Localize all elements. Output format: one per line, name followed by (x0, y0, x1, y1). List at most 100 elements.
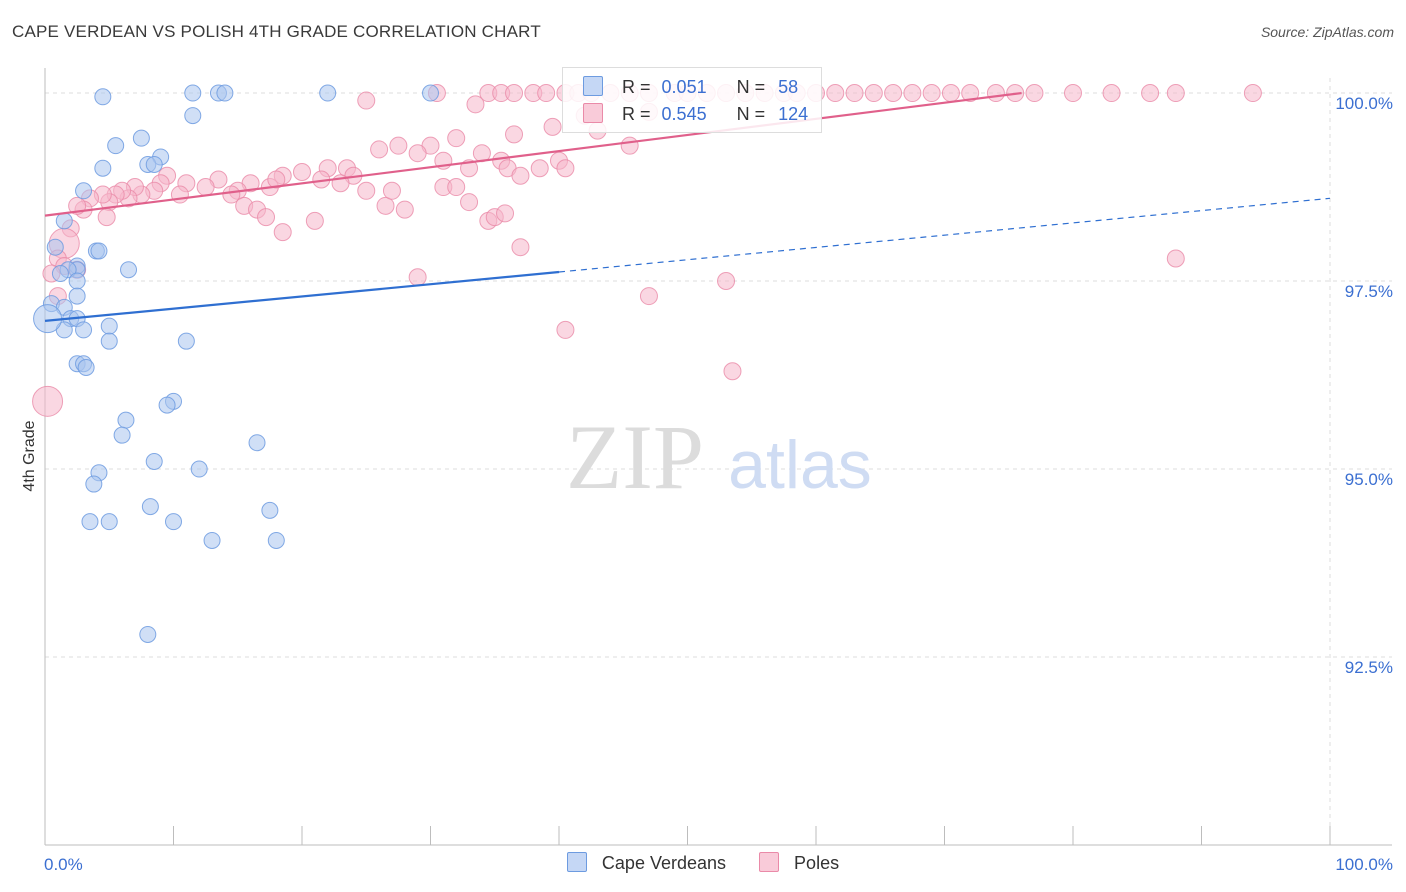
tick-labels: 92.5% 95.0% 97.5% 100.0% 0.0% 100.0% (44, 94, 1393, 874)
poles-point (267, 170, 286, 189)
legend-n-value: 58 (778, 77, 799, 97)
poles-point (395, 200, 414, 219)
cape-verdeans-point (100, 317, 118, 335)
y-axis-label: 4th Grade (21, 420, 38, 492)
poles-point (864, 84, 883, 103)
cape-verdeans-point (117, 411, 135, 429)
poles-point (1064, 84, 1082, 103)
cape-verdeans-point (55, 212, 73, 230)
cape-verdeans-point (75, 182, 93, 200)
poles-point (845, 84, 864, 103)
legend-swatch-blue (583, 76, 603, 96)
watermark-zip: ZIP (566, 406, 704, 508)
poles-point (1141, 84, 1160, 103)
watermark-atlas: atlas (728, 427, 872, 503)
cape-verdeans-point (120, 261, 138, 279)
legend-n-label: N = (736, 77, 766, 97)
cape-verdeans-point (184, 84, 202, 102)
cape-verdeans-points (33, 84, 439, 643)
cape-verdeans-point (68, 287, 86, 305)
poles-point (460, 193, 479, 212)
y-tick-label: 97.5% (1345, 282, 1393, 301)
cape-verdeans-point (139, 625, 157, 643)
cape-verdeans-point (94, 159, 112, 177)
poles-point (1166, 84, 1185, 103)
cape-verdeans-point (90, 242, 108, 260)
poles-point (370, 140, 389, 159)
cape-verdeans-point (165, 513, 182, 531)
source-label: Source: ZipAtlas.com (1260, 24, 1394, 40)
poles-point (537, 84, 556, 103)
cape-verdeans-point (77, 359, 95, 377)
poles-point (505, 125, 524, 144)
cape-verdeans-point (319, 84, 337, 102)
poles-point (357, 181, 376, 200)
poles-point (466, 95, 485, 114)
cape-verdeans-point (184, 107, 202, 125)
cape-verdeans-point (100, 332, 118, 350)
poles-point (196, 178, 215, 197)
legend-item-poles[interactable]: Poles (759, 852, 839, 874)
poles-point (620, 136, 639, 155)
poles-point (511, 166, 530, 185)
poles-point (556, 159, 575, 178)
poles-point (941, 84, 960, 103)
poles-point (556, 320, 575, 339)
poles-point (1166, 249, 1185, 268)
poles-point (903, 84, 922, 103)
cape-verdeans-point (107, 137, 125, 155)
poles-point (293, 162, 311, 181)
cape-verdeans-point (261, 501, 279, 519)
stats-legend: R = 0.051 N = 58 R = 0.545 N = 124 (562, 67, 822, 133)
legend-n-value: 124 (778, 104, 809, 124)
poles-point (826, 84, 845, 103)
legend-n-label: N = (736, 104, 766, 124)
y-tick-label: 95.0% (1345, 470, 1393, 489)
cape-verdeans-point (51, 265, 69, 283)
poles-point (305, 211, 324, 230)
poles-point (723, 362, 742, 381)
poles-point (530, 159, 549, 178)
cape-verdeans-point (68, 272, 86, 290)
axes (44, 68, 1392, 846)
poles-points (32, 84, 1262, 417)
gridlines (45, 78, 1392, 845)
poles-point (1102, 84, 1121, 103)
cape-verdeans-point (216, 84, 234, 102)
cape-verdeans-swatch (566, 852, 587, 872)
poles-point (884, 84, 903, 103)
chart-title: CAPE VERDEAN VS POLISH 4TH GRADE CORRELA… (12, 22, 541, 41)
cape-verdeans-label: Cape Verdeans (601, 853, 727, 873)
cape-verdeans-point (75, 321, 93, 339)
poles-point (639, 287, 658, 306)
cape-verdeans-point (267, 531, 285, 549)
poles-point (511, 238, 530, 257)
x-tick-label-min: 0.0% (44, 855, 83, 874)
legend-r-label: R = (622, 104, 651, 124)
trend-lines (44, 91, 1331, 322)
poles-point (717, 272, 736, 291)
poles-point (447, 178, 466, 197)
cape-verdeans-trend-extension (558, 197, 1331, 273)
cape-verdeans-point (177, 332, 195, 350)
poles-trend-line (44, 91, 1022, 217)
cape-verdeans-point (422, 84, 439, 102)
legend-r-label: R = (622, 77, 651, 97)
poles-point (97, 208, 116, 227)
poles-point (543, 117, 562, 136)
poles-swatch (759, 852, 780, 872)
poles-point (922, 84, 941, 103)
legend-item-cape-verdeans[interactable]: Cape Verdeans (566, 852, 727, 874)
legend-r-value: 0.545 (661, 104, 707, 124)
poles-point (505, 84, 524, 103)
x-tick-label-max: 100.0% (1335, 855, 1393, 874)
poles-point (257, 208, 276, 227)
cape-verdeans-point (141, 498, 159, 516)
cape-verdeans-point (203, 531, 221, 549)
poles-label: Poles (794, 853, 840, 873)
legend-r-value: 0.051 (661, 77, 707, 97)
poles-point (408, 144, 427, 163)
y-tick-label: 92.5% (1345, 658, 1393, 677)
legend-row-poles: R = 0.545 N = 124 (583, 103, 808, 125)
poles-point (961, 84, 980, 103)
